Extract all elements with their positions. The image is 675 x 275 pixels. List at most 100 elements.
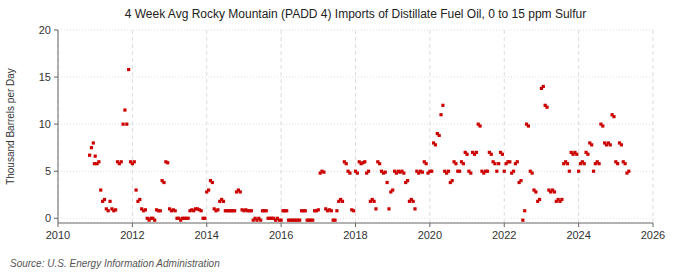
point: [94, 155, 97, 158]
point: [222, 200, 225, 203]
point: [512, 170, 515, 173]
point: [125, 123, 128, 126]
point: [259, 219, 262, 222]
point: [413, 207, 416, 210]
y-tick-label: 0: [45, 212, 51, 224]
point: [451, 179, 454, 182]
point: [391, 188, 394, 191]
y-tick: [54, 171, 58, 172]
point: [568, 170, 571, 173]
point: [406, 179, 409, 182]
y-axis-label: Thousand Barrels per Day: [5, 68, 16, 185]
point: [553, 190, 556, 193]
point: [127, 68, 130, 71]
point: [469, 172, 472, 175]
x-tick-label: 2014: [195, 229, 219, 241]
point: [311, 219, 314, 222]
point: [207, 188, 210, 191]
point: [120, 160, 123, 163]
point: [138, 198, 141, 201]
point: [620, 143, 623, 146]
x-tick-label: 2024: [566, 229, 590, 241]
point: [345, 162, 348, 165]
point: [538, 198, 541, 201]
point: [200, 209, 203, 212]
x-grid-line: [281, 30, 282, 223]
point: [425, 162, 428, 165]
point: [434, 143, 437, 146]
point: [211, 181, 214, 184]
point: [372, 200, 375, 203]
point: [352, 209, 355, 212]
point: [465, 153, 468, 156]
y-grid-line: [58, 77, 653, 78]
point: [265, 209, 268, 212]
points: [88, 68, 630, 222]
x-tick: [504, 223, 505, 227]
point: [462, 162, 465, 165]
point: [187, 217, 190, 220]
point: [430, 170, 433, 173]
x-tick-label: 2020: [418, 229, 442, 241]
x-tick: [653, 223, 654, 227]
point: [542, 85, 545, 88]
point: [495, 170, 498, 173]
point: [612, 115, 615, 118]
point: [333, 219, 336, 222]
annotation: Source: U.S. Energy Information Administ…: [10, 258, 220, 269]
point: [627, 170, 630, 173]
y-grid-line: [58, 124, 653, 125]
x-grid-line: [578, 30, 579, 223]
x-tick-label: 2010: [46, 229, 70, 241]
point: [363, 160, 366, 163]
point: [280, 219, 283, 222]
point: [478, 124, 481, 127]
x-tick: [429, 223, 430, 227]
x-tick: [206, 223, 207, 227]
point: [107, 209, 110, 212]
point: [108, 200, 111, 203]
point: [162, 181, 165, 184]
point: [490, 153, 493, 156]
point: [458, 170, 461, 173]
point: [90, 146, 93, 149]
point: [519, 179, 522, 182]
point: [239, 190, 242, 193]
point: [441, 104, 444, 107]
point: [497, 162, 500, 165]
background: [0, 0, 675, 275]
point: [317, 208, 320, 211]
point: [590, 143, 593, 146]
point: [166, 161, 169, 164]
point: [575, 153, 578, 156]
point: [387, 207, 390, 210]
point: [250, 209, 253, 212]
x-grid-line: [653, 30, 654, 223]
point: [153, 219, 156, 222]
x-grid-line: [58, 30, 59, 223]
y-tick: [54, 30, 58, 31]
point: [322, 171, 325, 174]
y-tick-label: 5: [45, 165, 51, 177]
chart: 2010201220142016201820202022202420260510…: [0, 0, 675, 275]
point: [285, 209, 288, 212]
point: [386, 181, 389, 184]
point: [560, 198, 563, 201]
y-tick: [54, 77, 58, 78]
point: [298, 219, 301, 222]
x-tick: [281, 223, 282, 227]
point: [624, 162, 627, 165]
point: [454, 162, 457, 165]
point: [521, 219, 524, 222]
y-grid-line: [58, 30, 653, 31]
title: 4 Week Avg Rocky Mountain (PADD 4) Impor…: [125, 7, 587, 21]
point: [523, 209, 526, 212]
point: [216, 208, 219, 211]
grid: [58, 30, 653, 223]
x-tick-label: 2022: [492, 229, 516, 241]
y-tick: [54, 218, 58, 219]
point: [159, 209, 162, 212]
point: [304, 209, 307, 212]
point: [592, 170, 595, 173]
point: [516, 160, 519, 163]
